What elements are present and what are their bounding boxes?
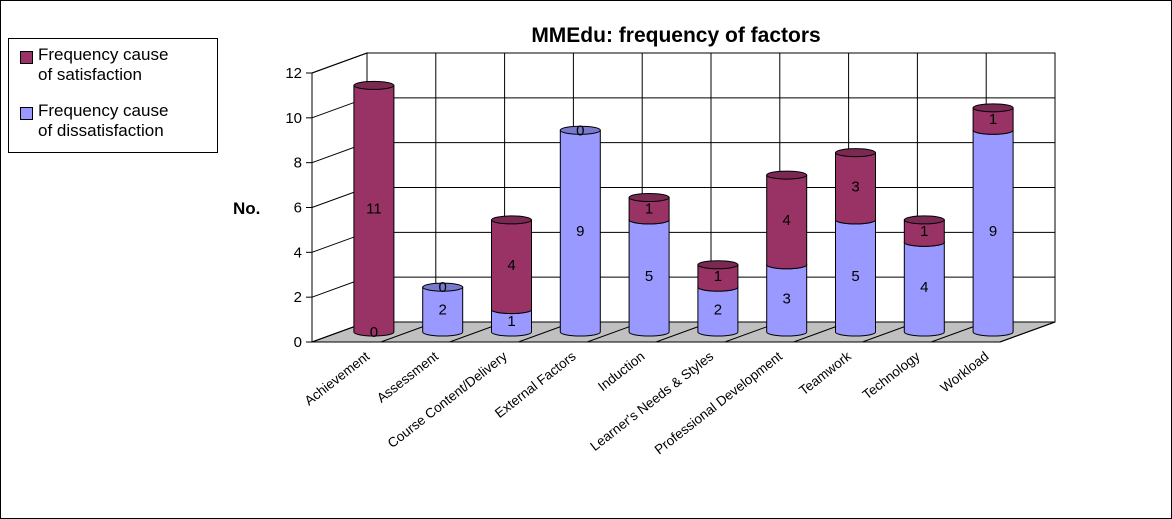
- bar-satisfaction: [766, 170, 808, 270]
- bar-dissatisfaction-body: [422, 286, 464, 337]
- data-label-satisfaction: 0: [576, 122, 584, 139]
- data-label-dissatisfaction: 0: [370, 324, 378, 341]
- bar-satisfaction-top: [697, 260, 739, 270]
- bar-satisfaction: [835, 148, 876, 225]
- data-label-dissatisfaction: 9: [576, 223, 584, 240]
- y-tick-label: 10: [285, 110, 302, 127]
- x-tick-label: Course Content/Delivery: [385, 348, 510, 451]
- bar-dissatisfaction-body: [835, 219, 876, 337]
- floor-gridline: [999, 321, 1056, 343]
- bar-dissatisfaction: [559, 125, 601, 337]
- y-tick-label: 8: [294, 155, 302, 172]
- bar-dissatisfaction-body: [903, 241, 945, 337]
- bar-dissatisfaction-top: [422, 282, 464, 292]
- bar-satisfaction: [353, 80, 395, 337]
- legend-label-dissatisfaction-line2: of dissatisfaction: [38, 121, 164, 140]
- legend-swatch-satisfaction: [20, 51, 33, 64]
- data-label-satisfaction: 1: [645, 201, 653, 218]
- bar-satisfaction-body: [491, 219, 532, 315]
- data-label-satisfaction: 1: [714, 268, 722, 285]
- bar-satisfaction-body: [353, 84, 395, 337]
- x-tick-label: Achievement: [302, 348, 373, 408]
- y-tick-label: 0: [294, 334, 302, 351]
- bar-satisfaction-top: [766, 170, 808, 180]
- x-tick-label: Teamwork: [796, 348, 854, 398]
- data-label-satisfaction: 4: [507, 257, 515, 274]
- bar-dissatisfaction-body: [491, 309, 532, 337]
- bar-satisfaction: [628, 193, 670, 225]
- y-tick-label: 4: [294, 244, 302, 261]
- data-label-satisfaction: 1: [920, 223, 928, 240]
- bars: [353, 80, 1014, 337]
- y-tick-label: 2: [294, 289, 302, 306]
- legend: Frequency cause of satisfaction Frequenc…: [8, 38, 218, 153]
- data-label-dissatisfaction: 2: [714, 302, 722, 319]
- bar-satisfaction-body: [903, 219, 945, 247]
- bar-dissatisfaction-body: [628, 219, 670, 337]
- y-tick-label: 6: [294, 200, 302, 217]
- bar-dissatisfaction-body: [972, 129, 1014, 337]
- bar-satisfaction-top: [835, 148, 876, 158]
- data-label-dissatisfaction: 5: [645, 268, 653, 285]
- x-tick-label: Technology: [860, 348, 923, 402]
- data-label-dissatisfaction: 3: [783, 290, 791, 307]
- bar-dissatisfaction-body: [559, 129, 601, 337]
- bar-satisfaction-top: [353, 80, 395, 90]
- bar-satisfaction-body: [972, 107, 1014, 135]
- bar-satisfaction-top: [491, 215, 532, 225]
- data-label-dissatisfaction: 4: [920, 279, 928, 296]
- bar-satisfaction-body: [697, 264, 739, 292]
- bar-satisfaction-top: [903, 215, 945, 225]
- y-axis-label: No.: [233, 199, 260, 218]
- chart-title: MMEdu: frequency of factors: [531, 24, 820, 47]
- x-tick-label: Workload: [938, 349, 992, 396]
- data-labels: 0 11 2 0 1 4 9 0 5 1 2 1 3 4 5 3 4 1 9 1: [366, 111, 997, 341]
- data-label-satisfaction: 0: [439, 279, 447, 296]
- x-tick-label: Professional Development: [652, 348, 786, 457]
- bar-satisfaction: [697, 260, 739, 292]
- bar-dissatisfaction-body: [697, 286, 739, 337]
- bar-dissatisfaction-body: [766, 264, 808, 337]
- x-tick-label: Assessment: [374, 348, 441, 405]
- y-tick-label: 12: [285, 65, 302, 82]
- legend-swatch-dissatisfaction: [20, 107, 33, 120]
- legend-label-satisfaction-line1: Frequency cause: [38, 45, 169, 64]
- bar-satisfaction-body: [766, 174, 808, 270]
- bar-satisfaction: [491, 215, 532, 315]
- bar-satisfaction: [972, 103, 1014, 135]
- data-label-satisfaction: 4: [783, 212, 791, 229]
- legend-label-satisfaction-line2: of satisfaction: [38, 65, 142, 84]
- data-label-satisfaction: 11: [366, 201, 382, 218]
- data-label-dissatisfaction: 1: [507, 313, 515, 330]
- bar-satisfaction-body: [628, 197, 670, 225]
- data-label-satisfaction: 3: [851, 178, 859, 195]
- bar-satisfaction-top: [972, 103, 1014, 113]
- data-label-satisfaction: 1: [989, 111, 997, 128]
- bar-satisfaction-body: [835, 152, 876, 225]
- x-tick-label: Learner's Needs & Styles: [587, 348, 716, 453]
- x-tick-label: Induction: [595, 349, 647, 395]
- data-label-dissatisfaction: 5: [851, 268, 859, 285]
- data-label-dissatisfaction: 9: [989, 223, 997, 240]
- data-label-dissatisfaction: 2: [439, 302, 447, 319]
- bar-dissatisfaction-top: [559, 125, 601, 135]
- legend-label-dissatisfaction-line1: Frequency cause: [38, 101, 169, 120]
- bar-satisfaction-top: [628, 193, 670, 202]
- bar-dissatisfaction: [422, 282, 464, 337]
- bar-satisfaction: [903, 215, 945, 247]
